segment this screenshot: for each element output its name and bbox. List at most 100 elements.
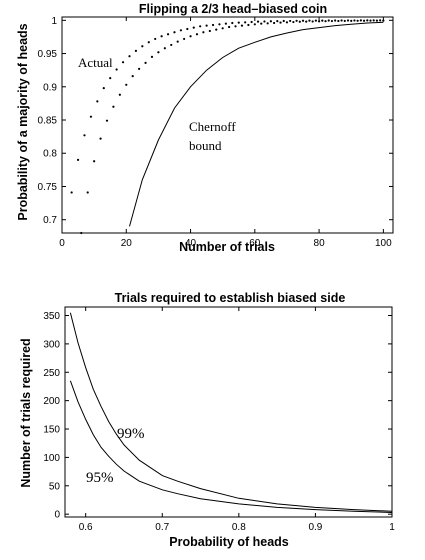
scatter-point (138, 67, 141, 70)
y-tick-label: 150 (43, 425, 60, 436)
x-tick-label: 100 (375, 238, 392, 249)
scatter-point (285, 21, 289, 24)
x-tick-label: 0.8 (232, 522, 246, 533)
scatter-point (189, 35, 192, 38)
scatter-point (215, 28, 218, 31)
scatter-point (208, 29, 211, 33)
scatter-point (102, 87, 105, 90)
y-tick-label: 0.8 (43, 149, 57, 160)
x-tick-label: 0.6 (79, 522, 93, 533)
y-tick-label: 0.9 (43, 82, 57, 93)
y-tick-label: 200 (43, 396, 60, 407)
scatter-point (170, 43, 173, 47)
scatter-point (337, 19, 340, 23)
scatter-point (362, 19, 366, 22)
y-tick-label: 50 (49, 481, 61, 492)
scatter-point (295, 19, 298, 22)
scatter-point (224, 22, 227, 25)
series-line-0 (69, 312, 393, 512)
x-tick-label: 80 (314, 238, 326, 249)
chart2-annotation-95: 95% (86, 470, 114, 486)
scatter-point (166, 33, 170, 36)
x-tick-label: 0 (59, 238, 65, 249)
scatter-point (157, 51, 160, 54)
y-tick-label: 0.95 (38, 49, 58, 60)
chart1-x-axis-label: Number of trials (179, 240, 275, 254)
scatter-point (343, 19, 346, 23)
chart2-x-axis-label: Probability of heads (169, 535, 289, 549)
scatter-point (183, 37, 186, 41)
scatter-point (253, 23, 256, 26)
scatter-point (231, 21, 234, 25)
y-tick-label: 0.7 (43, 215, 57, 226)
scatter-point (263, 20, 266, 23)
scatter-point (353, 19, 356, 22)
scatter-point (195, 33, 199, 36)
scatter-point (359, 19, 362, 22)
chart2-title: Trials required to establish biased side (115, 291, 346, 305)
scatter-point (80, 231, 83, 235)
series-line-1 (69, 380, 393, 513)
scatter-point (350, 19, 353, 22)
scatter-point (276, 20, 279, 23)
scatter-point (141, 45, 144, 48)
chart1-annotation-chernoff: Chernoff (189, 119, 236, 134)
scatter-point (375, 19, 379, 22)
chart-majority-heads: Flipping a 2/3 head–biased coin 0.70.750… (16, 2, 394, 254)
scatter-point (340, 19, 343, 22)
scatter-point (308, 19, 311, 22)
scatter-point (247, 23, 250, 27)
scatter-point (240, 24, 244, 27)
scatter-point (70, 191, 73, 194)
scatter-point (279, 21, 282, 24)
scatter-point (112, 105, 115, 108)
scatter-point (237, 21, 240, 24)
scatter-point (163, 47, 166, 50)
scatter-point (211, 23, 215, 27)
scatter-point (317, 20, 321, 23)
scatter-point (366, 19, 369, 22)
scatter-point (202, 31, 205, 34)
x-tick-label: 40 (185, 238, 197, 249)
scatter-point (218, 23, 221, 26)
scatter-point (382, 19, 385, 22)
scatter-point (256, 20, 260, 23)
scatter-point (99, 137, 102, 140)
chart-trials-required: Trials required to establish biased side… (19, 291, 395, 549)
scatter-point (228, 25, 231, 29)
chart1-plot-frame (61, 16, 394, 234)
y-tick-label: 1 (51, 16, 57, 27)
x-tick-label: 0.7 (155, 522, 169, 533)
scatter-point (305, 20, 308, 23)
y-tick-label: 300 (43, 339, 60, 350)
y-tick-label: 100 (43, 453, 60, 464)
scatter-point (147, 41, 150, 44)
scatter-point (125, 83, 128, 86)
scatter-point (266, 22, 269, 25)
chart2-plot-frame (64, 306, 393, 518)
scatter-point (176, 40, 179, 43)
scatter-point (314, 19, 317, 22)
scatter-point (346, 19, 350, 22)
chart1-y-axis-label: Probability of a majority of heads (16, 23, 30, 220)
scatter-point (260, 22, 263, 25)
scatter-point (301, 19, 305, 22)
chart1-annotation-actual: Actual (78, 55, 113, 70)
scatter-point (154, 37, 157, 41)
scatter-point (76, 158, 80, 161)
y-tick-label: 250 (43, 368, 60, 379)
scatter-point (327, 19, 330, 22)
scatter-point (105, 119, 109, 122)
scatter-point (244, 21, 247, 24)
y-tick-label: 0.75 (38, 182, 58, 193)
scatter-point (330, 19, 334, 23)
scatter-point (250, 20, 253, 24)
scatter-point (89, 115, 93, 118)
scatter-point (134, 49, 138, 52)
scatter-point (298, 20, 301, 23)
scatter-point (282, 19, 285, 23)
scatter-point (179, 29, 183, 32)
scatter-point (379, 19, 382, 22)
scatter-point (128, 55, 131, 58)
scatter-point (160, 35, 163, 38)
